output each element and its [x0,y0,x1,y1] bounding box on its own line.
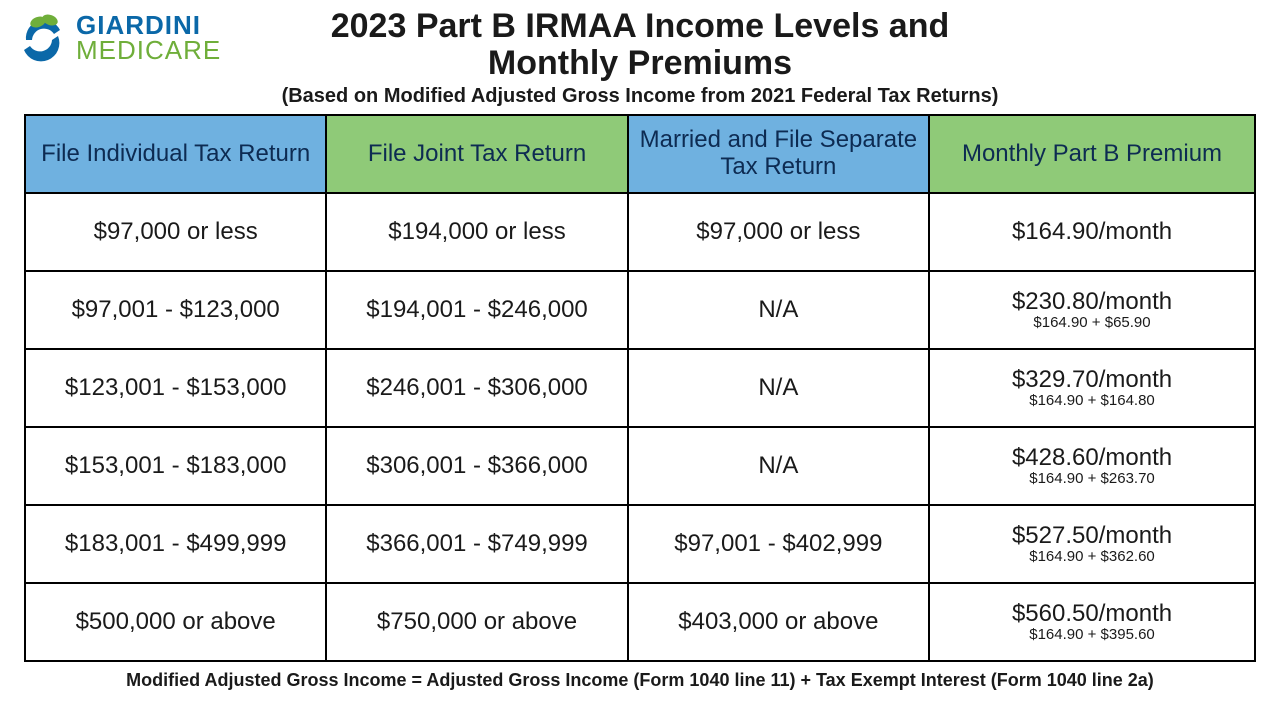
cell-premium-breakdown: $164.90 + $362.60 [934,549,1250,564]
cell-premium-value: $527.50/month [934,523,1250,548]
cell-separate: N/A [628,427,929,505]
cell-individual: $500,000 or above [25,583,326,661]
cell-separate-value: $403,000 or above [633,609,924,634]
cell-joint: $194,001 - $246,000 [326,271,627,349]
cell-individual: $97,000 or less [25,193,326,271]
cell-individual: $97,001 - $123,000 [25,271,326,349]
cell-premium-breakdown: $164.90 + $65.90 [934,315,1250,330]
cell-separate-value: N/A [633,453,924,478]
brand-line2: MEDICARE [76,38,221,63]
cell-joint-value: $750,000 or above [331,609,622,634]
cell-joint: $366,001 - $749,999 [326,505,627,583]
cell-individual-value: $153,001 - $183,000 [30,453,321,478]
footnote: Modified Adjusted Gross Income = Adjuste… [24,670,1256,691]
table-row: $500,000 or above $750,000 or above $403,0… [25,583,1255,661]
cell-premium-value: $164.90/month [934,219,1250,244]
cell-separate-value: N/A [633,297,924,322]
table-row: $97,000 or less $194,000 or less $97,000 o… [25,193,1255,271]
cell-separate: $97,000 or less [628,193,929,271]
brand-logo-text: GIARDINI MEDICARE [76,13,221,62]
cell-individual-value: $97,001 - $123,000 [30,297,321,322]
cell-joint-value: $246,001 - $306,000 [331,375,622,400]
header-row: File Individual Tax Return File Joint Ta… [25,115,1255,193]
brand-logo-mark [14,10,70,66]
cell-premium-value: $329.70/month [934,367,1250,392]
cell-individual: $123,001 - $153,000 [25,349,326,427]
cell-premium-breakdown: $164.90 + $164.80 [934,393,1250,408]
cell-individual: $153,001 - $183,000 [25,427,326,505]
cell-premium: $560.50/month$164.90 + $395.60 [929,583,1255,661]
cell-joint-value: $194,000 or less [331,219,622,244]
cell-separate: $97,001 - $402,999 [628,505,929,583]
cell-premium-value: $428.60/month [934,445,1250,470]
cell-premium-value: $230.80/month [934,289,1250,314]
cell-premium: $428.60/month$164.90 + $263.70 [929,427,1255,505]
cell-premium: $164.90/month [929,193,1255,271]
cell-joint-value: $194,001 - $246,000 [331,297,622,322]
cell-individual: $183,001 - $499,999 [25,505,326,583]
col-header-separate: Married and File Separate Tax Return [628,115,929,193]
table-row: $123,001 - $153,000 $246,001 - $306,000 N/… [25,349,1255,427]
cell-joint: $306,001 - $366,000 [326,427,627,505]
cell-joint: $750,000 or above [326,583,627,661]
cell-premium: $329.70/month$164.90 + $164.80 [929,349,1255,427]
table-row: $97,001 - $123,000 $194,001 - $246,000 N/A… [25,271,1255,349]
cell-individual-value: $123,001 - $153,000 [30,375,321,400]
cell-joint: $246,001 - $306,000 [326,349,627,427]
page: GIARDINI MEDICARE 2023 Part B IRMAA Inco… [0,0,1280,720]
brand-logo: GIARDINI MEDICARE [14,10,221,66]
cell-joint-value: $366,001 - $749,999 [331,531,622,556]
cell-individual-value: $183,001 - $499,999 [30,531,321,556]
cell-premium-breakdown: $164.90 + $395.60 [934,627,1250,642]
table-body: $97,000 or less $194,000 or less $97,000 o… [25,193,1255,661]
cell-individual-value: $97,000 or less [30,219,321,244]
cell-individual-value: $500,000 or above [30,609,321,634]
table-row: $183,001 - $499,999 $366,001 - $749,999 $9… [25,505,1255,583]
col-header-premium: Monthly Part B Premium [929,115,1255,193]
cell-premium-breakdown: $164.90 + $263.70 [934,471,1250,486]
cell-separate: N/A [628,349,929,427]
cell-premium-value: $560.50/month [934,601,1250,626]
cell-premium: $230.80/month$164.90 + $65.90 [929,271,1255,349]
cell-joint: $194,000 or less [326,193,627,271]
cell-separate: $403,000 or above [628,583,929,661]
subtitle: (Based on Modified Adjusted Gross Income… [24,85,1256,108]
cell-separate-value: $97,000 or less [633,219,924,244]
irmaa-table: File Individual Tax Return File Joint Ta… [24,114,1256,662]
cell-separate-value: N/A [633,375,924,400]
cell-premium: $527.50/month$164.90 + $362.60 [929,505,1255,583]
table-row: $153,001 - $183,000 $306,001 - $366,000 N/… [25,427,1255,505]
cell-joint-value: $306,001 - $366,000 [331,453,622,478]
cell-separate: N/A [628,271,929,349]
col-header-joint: File Joint Tax Return [326,115,627,193]
col-header-individual: File Individual Tax Return [25,115,326,193]
cell-separate-value: $97,001 - $402,999 [633,531,924,556]
